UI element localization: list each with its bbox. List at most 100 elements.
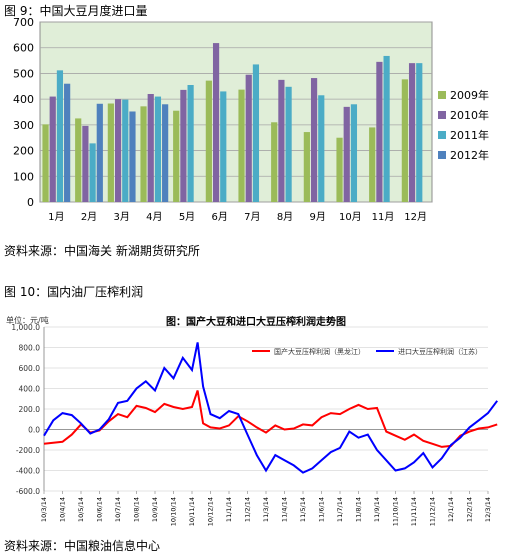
legend-swatch <box>438 91 446 99</box>
bar <box>107 103 114 202</box>
bar <box>49 96 56 202</box>
bar <box>350 104 358 202</box>
bar <box>205 80 212 202</box>
bar <box>82 125 89 202</box>
y-tick-label: 300 <box>13 119 34 132</box>
x-tick-label: 10/3/14 <box>40 497 48 522</box>
series-line <box>43 390 498 448</box>
y-tick-label: 200 <box>13 145 34 158</box>
bar <box>271 122 278 202</box>
bar <box>154 96 162 202</box>
y-tick-label: 400 <box>13 93 34 106</box>
x-tick-label: 11/9/14 <box>373 497 381 522</box>
y-tick-label: -400.0 <box>16 467 40 476</box>
legend-swatch <box>438 151 446 159</box>
x-tick-label: 11/10/14 <box>392 497 400 526</box>
bar <box>252 64 260 202</box>
bar <box>416 63 423 203</box>
y-tick-label: 200.0 <box>19 405 41 414</box>
legend-label: 2010年 <box>450 108 489 122</box>
bar <box>220 91 227 202</box>
bar <box>401 79 408 202</box>
bar <box>96 103 103 202</box>
bar <box>173 110 180 202</box>
x-tick-label: 11/3/14 <box>262 497 270 522</box>
y-tick-label: 700 <box>13 18 34 29</box>
x-tick-label: 11/4/14 <box>281 497 289 522</box>
x-tick-label: 9月 <box>309 211 325 223</box>
x-tick-label: 10/6/14 <box>96 497 104 522</box>
legend-label: 国产大豆压榨利润（黑龙江） <box>274 347 365 356</box>
bar <box>245 74 252 202</box>
x-tick-label: 5月 <box>179 211 195 223</box>
bar <box>56 70 64 202</box>
bar <box>114 99 122 202</box>
bar <box>122 99 129 202</box>
x-tick-label: 12/1/14 <box>447 497 455 522</box>
x-tick-label: 11/12/14 <box>429 497 437 526</box>
x-tick-label: 11/5/14 <box>299 497 307 522</box>
bar <box>376 61 383 202</box>
series-line <box>43 342 499 474</box>
y-tick-label: 600.0 <box>19 364 41 373</box>
x-tick-label: 11/1/14 <box>225 497 233 522</box>
x-tick-label: 3月 <box>113 211 129 223</box>
x-tick-label: 12/3/14 <box>484 497 492 522</box>
legend-label: 2011年 <box>450 128 489 142</box>
y-tick-label: -200.0 <box>16 446 40 455</box>
x-tick-label: 11/2/14 <box>244 497 252 522</box>
y-tick-label: 600 <box>13 42 34 55</box>
x-tick-label: 10月 <box>339 211 362 223</box>
x-tick-label: 7月 <box>244 211 260 223</box>
x-tick-label: 10/12/14 <box>207 497 215 526</box>
figure1-source: 资料来源：中国海关 新湖期货研究所 <box>4 244 200 258</box>
bar <box>238 89 245 202</box>
x-tick-label: 10/8/14 <box>133 497 141 522</box>
bar <box>285 86 292 202</box>
x-tick-label: 6月 <box>211 211 227 223</box>
bar <box>64 83 71 202</box>
legend-label: 进口大豆压榨利润（江苏） <box>398 347 482 356</box>
x-tick-label: 10/5/14 <box>77 497 85 522</box>
bar <box>278 79 285 202</box>
bar <box>129 111 136 202</box>
bar <box>383 55 390 202</box>
x-tick-label: 10/7/14 <box>114 497 122 522</box>
bar <box>303 132 310 202</box>
x-tick-label: 10/4/14 <box>59 497 67 522</box>
x-tick-label: 11/8/14 <box>355 497 363 522</box>
legend-swatch <box>438 111 446 119</box>
bar <box>75 118 82 202</box>
monthly-import-bar-chart: 0 100 200 300 400 500 600 700 1月 2月 3月 4月 5月 6月 7月 8月 9月… <box>13 18 489 223</box>
bar <box>89 143 96 202</box>
bar <box>343 106 350 202</box>
bar <box>140 106 147 202</box>
legend-label: 2012年 <box>450 148 489 162</box>
legend-swatch <box>438 131 446 139</box>
bar <box>336 137 343 202</box>
x-tick-label: 11/7/14 <box>336 497 344 522</box>
bar <box>180 89 187 202</box>
bar <box>147 94 154 202</box>
unit-label: 单位：元/吨 <box>6 315 49 325</box>
x-tick-label: 12/2/14 <box>466 497 474 522</box>
x-tick-label: 4月 <box>146 211 162 223</box>
bar <box>212 43 220 202</box>
x-tick-label: 1月 <box>48 211 64 223</box>
y-tick-label: 0 <box>27 196 34 209</box>
y-tick-label: 1,000.0 <box>11 323 40 332</box>
x-tick-label: 11月 <box>372 211 395 223</box>
plot-area <box>39 21 433 203</box>
figure2-caption: 图 10：国内油厂压榨利润 <box>4 285 144 299</box>
x-tick-label: 10/9/14 <box>151 497 159 522</box>
bar <box>42 124 49 202</box>
x-tick-label: 11/6/14 <box>318 497 326 522</box>
y-tick-label: -600.0 <box>16 487 40 496</box>
y-tick-label: 500 <box>13 67 34 80</box>
bar <box>318 95 325 202</box>
bar <box>310 78 318 202</box>
y-tick-label: 800.0 <box>19 344 41 353</box>
x-tick-label: 2月 <box>81 211 97 223</box>
figure1-caption: 图 9：中国大豆月度进口量 <box>4 4 148 18</box>
figure2-source: 资料来源：中国粮油信息中心 <box>4 539 161 553</box>
